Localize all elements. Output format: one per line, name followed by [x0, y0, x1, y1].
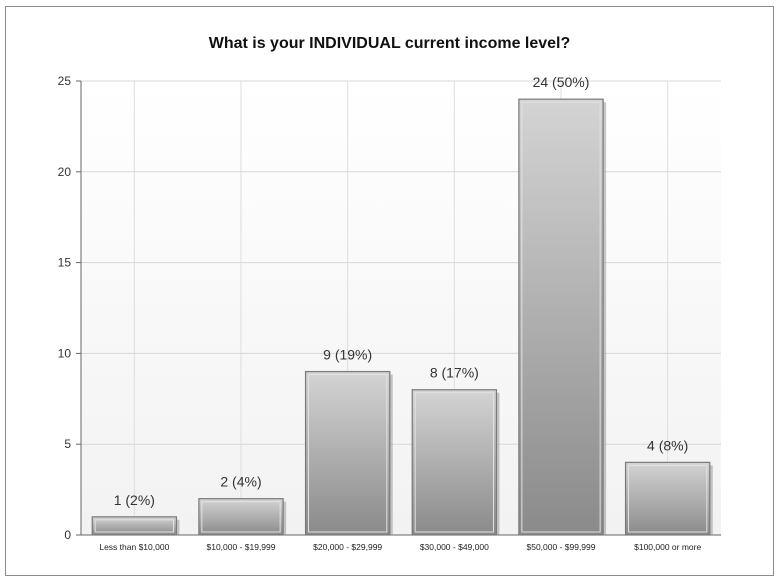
y-tick-label: 20 — [58, 165, 72, 179]
bar-inner-highlight — [308, 374, 388, 533]
bar-inner-highlight — [414, 392, 494, 533]
data-label: 8 (17%) — [430, 365, 479, 381]
y-tick-label: 0 — [64, 528, 71, 542]
bar[interactable] — [411, 389, 498, 536]
bar[interactable] — [624, 461, 711, 536]
bar[interactable] — [304, 370, 391, 536]
x-tick-label: $100,000 or more — [634, 542, 701, 552]
bar[interactable] — [518, 98, 604, 536]
bar-inner-highlight — [628, 464, 708, 533]
bar-inner-highlight — [521, 101, 601, 533]
data-label: 2 (4%) — [220, 474, 261, 490]
x-tick-label: $30,000 - $49,000 — [420, 542, 489, 552]
y-tick-label: 5 — [64, 437, 71, 451]
plot-area — [81, 81, 721, 535]
bar[interactable] — [198, 498, 284, 536]
data-label: 24 (50%) — [533, 74, 590, 90]
y-tick-label: 10 — [58, 346, 72, 360]
bar-inner-highlight — [201, 501, 281, 533]
x-tick-label: Less than $10,000 — [99, 542, 169, 552]
data-label: 9 (19%) — [323, 347, 372, 363]
bar-inner-highlight — [94, 519, 174, 533]
y-tick-label: 25 — [58, 74, 72, 88]
x-tick-label: $20,000 - $29,999 — [313, 542, 382, 552]
bar[interactable] — [91, 516, 178, 536]
x-tick-label: $10,000 - $19,999 — [206, 542, 275, 552]
chart-title: What is your INDIVIDUAL current income l… — [208, 35, 571, 52]
data-label: 4 (8%) — [647, 437, 688, 453]
y-tick-label: 15 — [58, 256, 72, 270]
data-label: 1 (2%) — [114, 492, 155, 508]
x-tick-label: $50,000 - $99,999 — [526, 542, 595, 552]
